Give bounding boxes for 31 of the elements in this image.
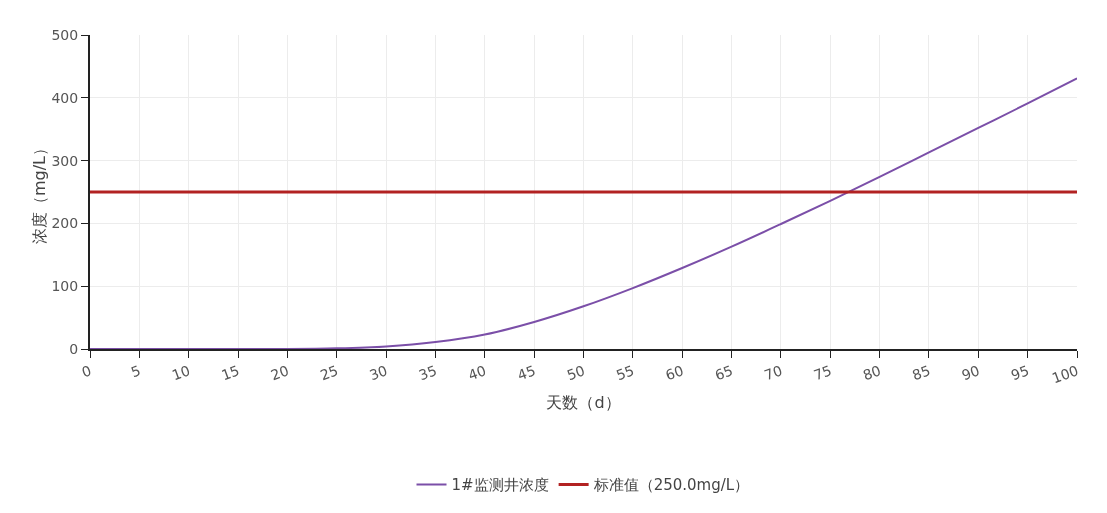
x-tick-label: 60 bbox=[663, 362, 686, 384]
y-axis-title: 浓度（mg/L） bbox=[30, 139, 50, 245]
x-tick-label: 15 bbox=[219, 362, 242, 384]
y-tick-label: 400 bbox=[51, 89, 79, 106]
y-tick-label: 300 bbox=[51, 152, 79, 169]
x-tick-label: 20 bbox=[268, 362, 291, 384]
x-tick-label: 5 bbox=[128, 362, 143, 381]
x-tick-label: 85 bbox=[910, 362, 933, 384]
x-tick-label: 95 bbox=[1008, 362, 1032, 384]
x-tick-label: 25 bbox=[317, 362, 341, 384]
x-tick-label: 90 bbox=[959, 362, 982, 384]
x-tick-label: 100 bbox=[1049, 362, 1081, 387]
y-tick-label: 500 bbox=[51, 26, 79, 43]
legend-label: 1#监测井浓度 bbox=[451, 476, 549, 495]
x-tick-label: 30 bbox=[367, 362, 390, 384]
x-axis-title: 天数（d） bbox=[546, 393, 621, 412]
x-tick-label: 0 bbox=[79, 362, 94, 381]
x-tick-label: 50 bbox=[564, 362, 587, 384]
x-tick-label: 35 bbox=[416, 362, 439, 384]
y-tick-label: 0 bbox=[69, 340, 79, 357]
x-tick-label: 75 bbox=[811, 362, 834, 384]
x-tick-label: 80 bbox=[860, 362, 884, 384]
y-tick-label: 100 bbox=[51, 278, 79, 295]
x-tick-label: 40 bbox=[465, 362, 489, 384]
legend-label: 标准值（250.0mg/L） bbox=[592, 476, 750, 495]
x-tick-label: 65 bbox=[712, 362, 735, 384]
x-tick-label: 10 bbox=[169, 362, 193, 384]
x-tick-label: 70 bbox=[762, 362, 785, 384]
y-tick-label: 200 bbox=[51, 215, 79, 232]
x-tick-label: 55 bbox=[614, 362, 637, 384]
x-tick-label: 45 bbox=[515, 362, 538, 384]
